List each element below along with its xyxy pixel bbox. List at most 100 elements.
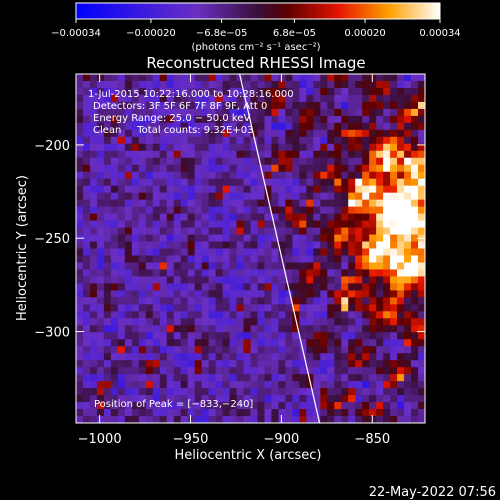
heatmap-cell	[215, 269, 223, 277]
heatmap-cell	[152, 122, 161, 131]
heatmap-cell	[264, 136, 272, 145]
heatmap-cell	[89, 227, 98, 235]
heatmap-cell	[243, 283, 251, 291]
info-energy-range: Energy Range: 25.0 − 50.0 keV	[93, 113, 250, 124]
heatmap-cell	[369, 129, 377, 138]
heatmap-cell	[131, 367, 140, 375]
heatmap-cell	[103, 129, 112, 138]
heatmap-cell	[355, 269, 363, 277]
heatmap-cell	[250, 388, 258, 396]
heatmap-cell	[334, 171, 342, 180]
heatmap-cell	[215, 353, 223, 361]
heatmap-cell	[313, 346, 321, 354]
heatmap-cell	[103, 269, 112, 277]
heatmap-cell	[201, 409, 210, 417]
heatmap-cell	[187, 171, 196, 180]
heatmap-cell	[257, 192, 265, 201]
heatmap-cell	[76, 192, 84, 201]
heatmap-cell	[348, 94, 356, 103]
heatmap-cell	[390, 74, 398, 82]
heatmap-cell	[96, 416, 105, 423]
heatmap-cell	[271, 234, 279, 242]
heatmap-cell	[138, 290, 147, 298]
heatmap-cell	[229, 248, 237, 256]
heatmap-cell	[306, 416, 314, 423]
heatmap-cell	[313, 269, 321, 277]
heatmap-cell	[152, 360, 161, 368]
heatmap-cell	[341, 206, 349, 214]
heatmap-cell	[362, 115, 370, 124]
heatmap-cell	[208, 346, 216, 354]
heatmap-cell	[355, 339, 363, 347]
heatmap-cell	[292, 199, 300, 208]
heatmap-cell	[397, 199, 405, 208]
heatmap-cell	[369, 164, 377, 173]
heatmap-cell	[313, 395, 321, 403]
heatmap-cell	[82, 290, 91, 298]
heatmap-cell	[103, 185, 112, 194]
heatmap-cell	[411, 402, 419, 410]
colorbar-gradient	[75, 2, 441, 20]
heatmap-cell	[145, 136, 154, 145]
heatmap-cell	[138, 360, 147, 368]
heatmap-cell	[327, 332, 335, 340]
heatmap-cell	[341, 269, 349, 277]
heatmap-cell	[369, 192, 377, 201]
heatmap-cell	[76, 297, 84, 305]
heatmap-cell	[411, 269, 419, 277]
heatmap-cell	[348, 185, 356, 194]
heatmap-cell	[76, 108, 84, 117]
heatmap-cell	[208, 74, 216, 82]
heatmap-cell	[299, 395, 307, 403]
heatmap-cell	[369, 115, 377, 124]
heatmap-cell	[355, 318, 363, 326]
heatmap-cell	[355, 220, 363, 228]
heatmap-cell	[222, 395, 230, 403]
heatmap-cell	[313, 388, 321, 396]
heatmap-cell	[341, 318, 349, 326]
heatmap-cell	[131, 402, 140, 410]
heatmap-cell	[103, 360, 112, 368]
heatmap-cell	[320, 381, 328, 389]
heatmap-cell	[299, 297, 307, 305]
heatmap-cell	[166, 220, 175, 228]
heatmap-cell	[299, 122, 307, 131]
heatmap-cell	[222, 143, 230, 152]
heatmap-cell	[194, 276, 203, 284]
heatmap-cell	[250, 346, 258, 354]
heatmap-cell	[278, 311, 286, 319]
heatmap-cell	[180, 143, 189, 152]
heatmap-cell	[124, 213, 133, 221]
heatmap-cell	[201, 276, 210, 284]
heatmap-cell	[173, 339, 182, 347]
heatmap-cell	[187, 157, 196, 166]
heatmap-cell	[299, 74, 307, 82]
heatmap-cell	[348, 388, 356, 396]
heatmap-cell	[418, 192, 425, 201]
heatmap-cell	[208, 234, 216, 242]
heatmap-cell	[152, 129, 161, 138]
heatmap-cell	[110, 150, 119, 159]
heatmap-cell	[138, 157, 147, 166]
heatmap-cell	[159, 332, 168, 340]
heatmap-cell	[145, 283, 154, 291]
heatmap-cell	[306, 87, 314, 96]
heatmap-cell	[243, 297, 251, 305]
heatmap-cell	[89, 150, 98, 159]
heatmap-cell	[159, 87, 168, 96]
heatmap-cell	[117, 87, 126, 96]
heatmap-cell	[76, 227, 84, 235]
heatmap-cell	[264, 374, 272, 382]
heatmap-cell	[222, 178, 230, 187]
heatmap-cell	[180, 395, 189, 403]
heatmap-cell	[201, 157, 210, 166]
heatmap-cell	[404, 360, 412, 368]
heatmap-cell	[145, 122, 154, 131]
heatmap-cell	[187, 311, 196, 319]
heatmap-cell	[173, 192, 182, 201]
heatmap-cell	[194, 94, 203, 103]
heatmap-cell	[334, 374, 342, 382]
heatmap-cell	[76, 339, 84, 347]
heatmap-cell	[404, 185, 412, 194]
heatmap-cell	[257, 318, 265, 326]
